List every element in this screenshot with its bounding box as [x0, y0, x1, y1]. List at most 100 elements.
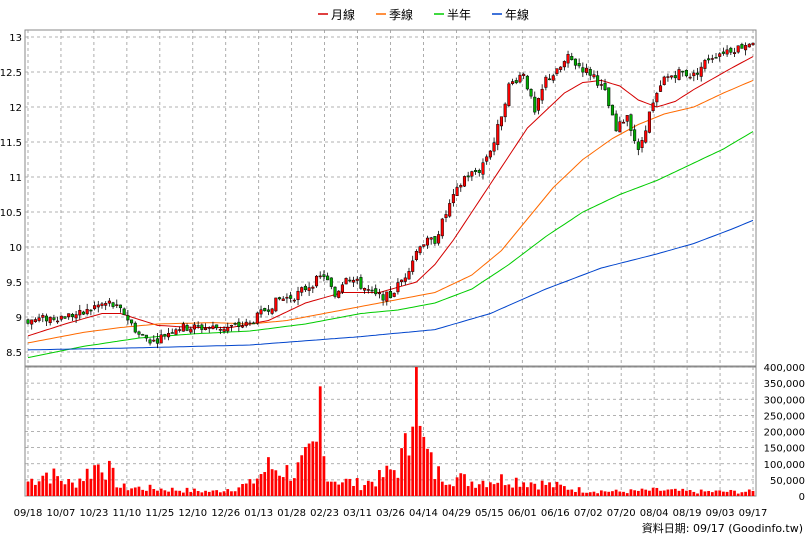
- volume-bar: [255, 478, 259, 496]
- candle-body: [721, 51, 725, 54]
- volume-bar: [304, 446, 307, 496]
- volume-bar: [230, 491, 233, 496]
- volume-bar: [167, 491, 170, 496]
- y-tick-label-volume: 100,000: [764, 460, 805, 471]
- candle-body: [651, 102, 655, 112]
- volume-bar: [159, 488, 163, 496]
- volume-bar: [744, 491, 747, 496]
- x-tick-label: 04/29: [442, 508, 471, 519]
- x-tick-label: 07/02: [574, 508, 603, 519]
- candle-body: [374, 288, 378, 295]
- x-tick-label: 11/10: [112, 508, 141, 519]
- volume-bar: [618, 491, 622, 496]
- candle-body: [396, 282, 400, 293]
- volume-bar: [640, 488, 644, 496]
- legend-label: 年線: [505, 7, 529, 22]
- volume-bar: [341, 482, 344, 496]
- candle-body: [174, 329, 178, 335]
- candle-body: [152, 339, 156, 342]
- volume-bar: [52, 468, 56, 496]
- volume-bar: [59, 480, 63, 496]
- candle-body: [647, 111, 651, 133]
- volume-bar: [411, 426, 415, 496]
- candle-body: [559, 66, 563, 70]
- x-tick-label: 08/04: [640, 508, 669, 519]
- candle-body: [725, 49, 729, 55]
- candle-body: [629, 114, 633, 131]
- volume-bar: [562, 486, 566, 496]
- price-panel: 13 12.5 12 11.5 11 10.5 10 9.5 9 8.5: [0, 29, 757, 367]
- candle-body: [67, 313, 71, 318]
- candle-body: [33, 319, 37, 323]
- volume-bar: [585, 492, 588, 496]
- candle-body: [359, 277, 363, 289]
- volume-bar: [559, 484, 563, 496]
- volume-bar: [34, 484, 37, 496]
- volume-bar: [56, 476, 59, 496]
- candle-body: [400, 279, 404, 283]
- volume-bar: [729, 489, 733, 496]
- candle-body: [392, 292, 396, 297]
- footer-source: 資料日期: 09/17 (Goodinfo.tw): [642, 521, 803, 535]
- candle-body: [207, 327, 211, 329]
- y-tick-label-price: 8.5: [6, 348, 22, 359]
- volume-bar: [137, 486, 141, 496]
- candle-body: [658, 85, 663, 92]
- candle-body: [566, 54, 570, 64]
- candle-body: [425, 237, 430, 246]
- volume-bar: [126, 490, 130, 496]
- x-tick-label: 11/25: [145, 508, 174, 519]
- volume-bar: [26, 481, 30, 496]
- candle-body: [248, 322, 252, 325]
- candle-body: [444, 214, 448, 218]
- candle-body: [300, 287, 304, 293]
- volume-bar: [670, 489, 674, 496]
- x-tick-label: 03/11: [343, 508, 372, 519]
- volume-bar: [119, 487, 122, 496]
- volume-bar: [440, 481, 444, 496]
- candle-body: [133, 322, 137, 333]
- candle-body: [736, 45, 740, 53]
- candle-body: [274, 297, 278, 312]
- volume-bar: [703, 491, 707, 496]
- candle-body: [403, 277, 407, 282]
- legend-label: 月線: [331, 7, 355, 22]
- candle-body: [555, 68, 559, 74]
- candle-body: [163, 333, 167, 337]
- candle-body: [229, 324, 233, 327]
- volume-bar: [141, 489, 145, 496]
- candle-body: [118, 304, 123, 309]
- x-tick-label: 06/16: [541, 508, 570, 519]
- volume-bar: [244, 483, 248, 496]
- candle-body: [570, 56, 574, 61]
- volume-bar: [733, 490, 736, 496]
- candle-body: [144, 334, 148, 339]
- volume-bar: [537, 489, 540, 496]
- volume-bar: [215, 490, 219, 496]
- volume-bar: [603, 491, 607, 496]
- volume-bar: [37, 481, 41, 496]
- candle-body: [729, 47, 733, 53]
- candle-body: [492, 142, 496, 152]
- candle-body: [744, 45, 748, 51]
- volume-bar: [30, 478, 34, 496]
- candle-body: [614, 113, 618, 132]
- volume-bar: [241, 484, 244, 496]
- y-tick-label-price: 10: [9, 243, 22, 254]
- volume-bar: [492, 484, 496, 496]
- volume-bar: [307, 443, 311, 496]
- volume-bar: [485, 487, 489, 496]
- volume-bar: [259, 474, 263, 496]
- volume-bar: [222, 491, 226, 496]
- candle-body: [200, 324, 204, 330]
- candle-body: [618, 121, 622, 133]
- x-tick-label: 06/01: [508, 508, 537, 519]
- volume-bar: [389, 469, 392, 496]
- candle-body: [351, 279, 356, 283]
- y-tick-label-price: 11: [9, 173, 22, 184]
- volume-bar: [48, 483, 52, 496]
- candle-body: [303, 285, 307, 291]
- x-tick-label: 03/26: [376, 508, 405, 519]
- candle-body: [89, 309, 93, 312]
- candle-body: [289, 295, 293, 299]
